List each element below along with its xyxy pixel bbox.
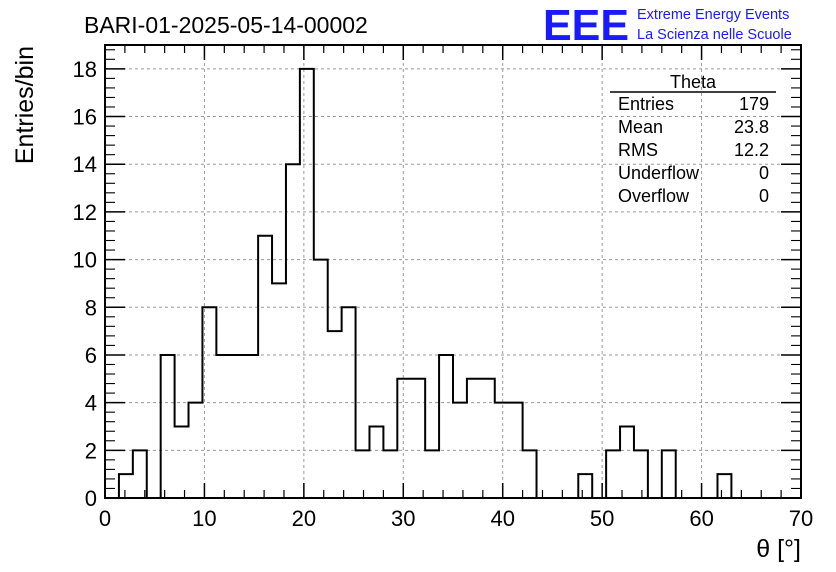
run-id-title: BARI-01-2025-05-14-00002	[84, 12, 368, 38]
grid-lines	[105, 45, 801, 498]
logo-line1: Extreme Energy Events	[637, 7, 789, 23]
stats-label-rms: RMS	[618, 140, 658, 160]
stats-value-mean: 23.8	[734, 117, 769, 137]
x-tick-label: 70	[789, 506, 813, 531]
y-tick-label: 14	[73, 152, 97, 177]
stats-box: Theta Entries 179 Mean 23.8 RMS 12.2 Underflow…	[610, 72, 776, 206]
y-tick-label: 4	[85, 391, 97, 416]
stats-rows: Entries 179 Mean 23.8 RMS 12.2 Underflow 0 Overf…	[618, 94, 769, 206]
stats-label-underflow: Underflow	[618, 163, 700, 183]
y-tick-label: 0	[85, 486, 97, 511]
y-tick-label: 8	[85, 295, 97, 320]
x-tick-label: 10	[192, 506, 216, 531]
stats-title: Theta	[670, 72, 717, 92]
plot-frame	[104, 44, 802, 499]
x-tick-label: 20	[292, 506, 316, 531]
logo-line2: La Scienza nelle Scuole	[637, 27, 792, 43]
y-tick-label: 18	[73, 57, 97, 82]
y-tick-label: 12	[73, 200, 97, 225]
x-axis-label: θ [°]	[756, 535, 801, 563]
logo-eee: EEE	[543, 1, 629, 50]
stats-value-underflow: 0	[759, 163, 769, 183]
eee-logo: EEE Extreme Energy Events La Scienza nel…	[543, 1, 792, 50]
stats-label-overflow: Overflow	[618, 186, 690, 206]
x-tick-label: 40	[490, 506, 514, 531]
y-tick-label: 10	[73, 248, 97, 273]
x-tick-label: 30	[391, 506, 415, 531]
stats-value-overflow: 0	[759, 186, 769, 206]
y-tick-label: 16	[73, 105, 97, 130]
x-tick-label: 0	[99, 506, 111, 531]
stats-value-entries: 179	[739, 94, 769, 114]
y-axis-label: Entries/bin	[11, 46, 39, 164]
stats-value-rms: 12.2	[734, 140, 769, 160]
x-tick-label: 50	[590, 506, 614, 531]
stats-label-entries: Entries	[618, 94, 674, 114]
tick-labels: 0 10 20 30 40 50 60 70 0 2 4 6 8 10 12 14 16 18	[73, 57, 814, 531]
histogram-outline	[117, 67, 733, 499]
axis-ticks	[104, 45, 802, 499]
x-tick-label: 60	[689, 506, 713, 531]
y-tick-label: 6	[85, 343, 97, 368]
stats-label-mean: Mean	[618, 117, 663, 137]
y-tick-label: 2	[85, 438, 97, 463]
